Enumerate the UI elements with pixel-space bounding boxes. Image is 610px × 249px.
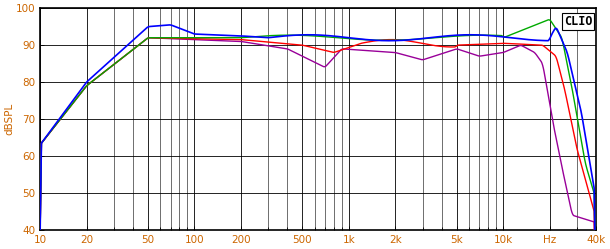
- Y-axis label: dBSPL: dBSPL: [4, 103, 14, 135]
- Text: CLIO: CLIO: [564, 15, 592, 28]
